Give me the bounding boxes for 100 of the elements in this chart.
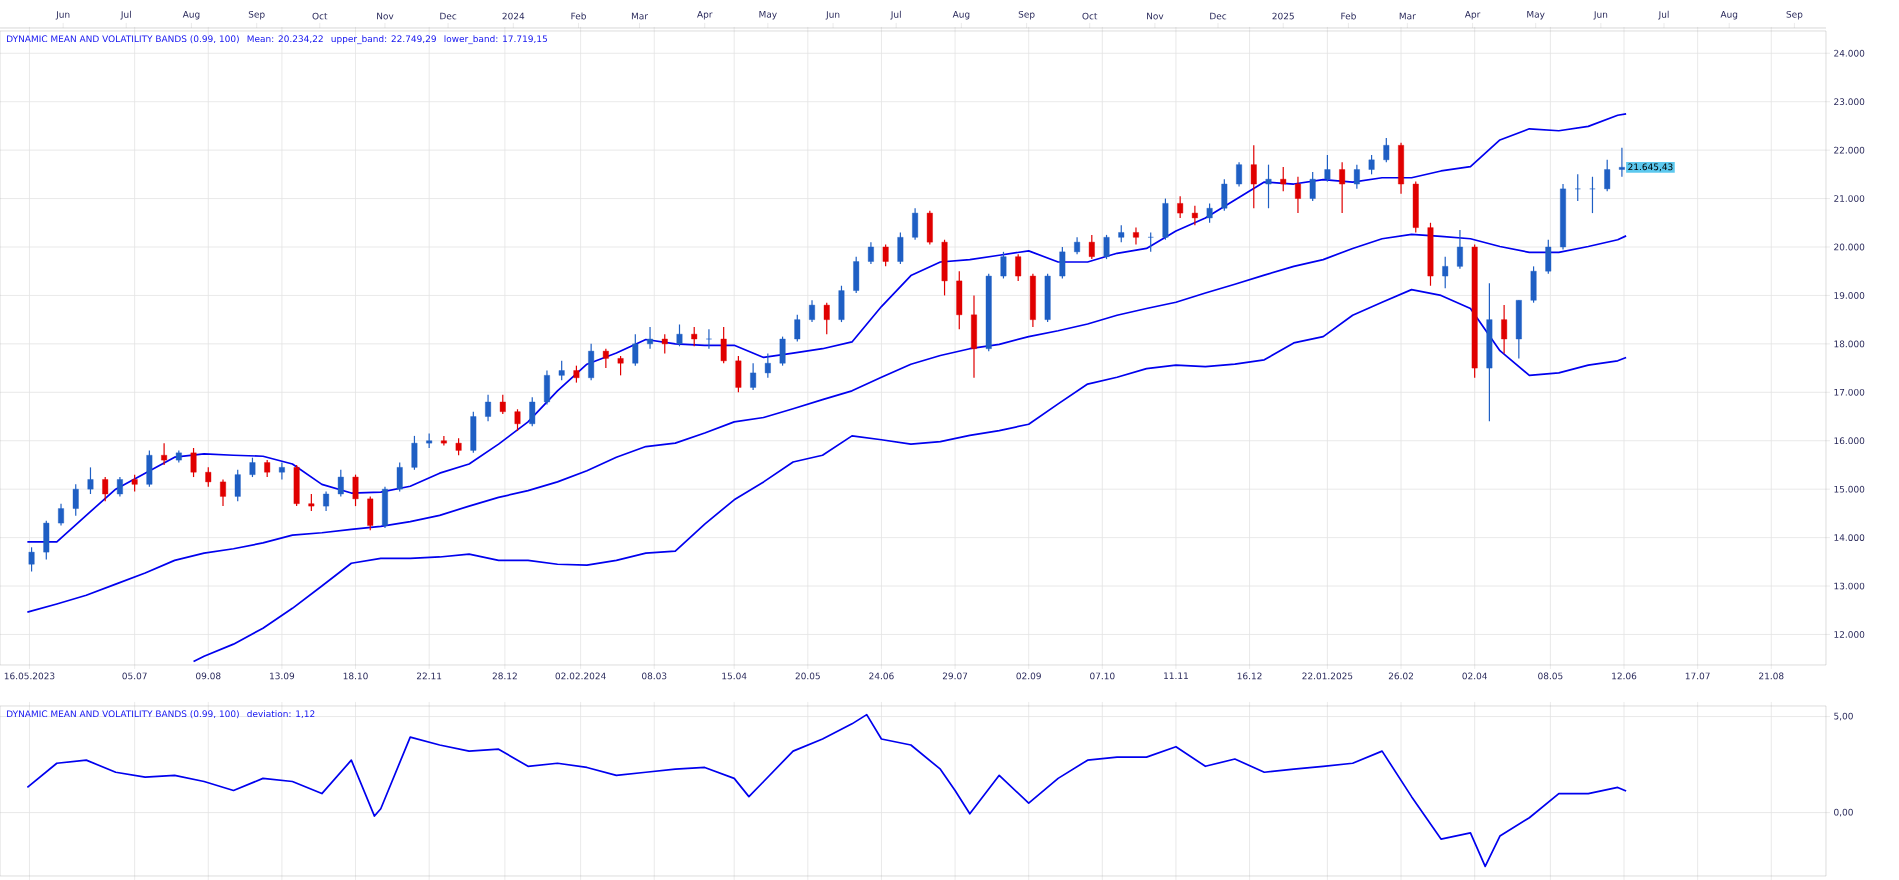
y-tick-label: 15.000 [1834, 485, 1865, 493]
candlestick [882, 243, 889, 267]
candlestick [809, 299, 815, 323]
x-tick-label: 20.05 [795, 672, 820, 680]
candlestick [396, 461, 403, 493]
candlestick [1177, 195, 1184, 219]
candlestick [323, 490, 330, 512]
x2-tick-label: May [759, 11, 777, 20]
chart-title: DYNAMIC MEAN AND VOLATILITY BANDS (0.99, 100) [7, 35, 239, 44]
candlestick [28, 546, 35, 573]
x2-tick-label: Dec [1210, 12, 1227, 20]
y-tick-label: 14.000 [1834, 534, 1865, 541]
x-tick-label: 22.01.2025 [1302, 672, 1353, 680]
y-tick-label: 13.000 [1834, 582, 1865, 590]
x-tick-label: 24.06 [869, 672, 894, 680]
candlestick [558, 360, 565, 381]
y-tick-label: 23.000 [1834, 98, 1865, 106]
candlestick [1000, 251, 1007, 280]
chart-title: DYNAMIC MEAN AND VOLATILITY BANDS (0.99, 100) [7, 710, 239, 719]
x-tick-label: 09.08 [196, 672, 221, 680]
candlestick [1147, 231, 1154, 253]
candlestick [234, 469, 241, 502]
candlestick [794, 314, 801, 343]
y-tick-label: 20.000 [1834, 243, 1865, 251]
annotation: upper_band: 22.749,29 [331, 35, 436, 45]
line-series [26, 233, 1627, 614]
x-tick-label: 18.10 [343, 672, 368, 680]
x-tick-label: 22.11 [416, 672, 442, 680]
x2-tick-label: Jul [890, 10, 901, 20]
candlestick [1206, 202, 1213, 224]
candlestick [1442, 256, 1449, 289]
candlestick [220, 478, 226, 507]
x-tick-label: 17.07 [1685, 672, 1710, 680]
line-series [26, 112, 1627, 543]
x-tick-label: 02.09 [1016, 672, 1041, 680]
x2-tick-label: May [1527, 11, 1545, 20]
candlestick [1618, 147, 1625, 178]
x-tick-label: 28.12 [492, 672, 517, 680]
candlestick [1265, 164, 1272, 209]
candlestick [602, 348, 609, 369]
candlestick [676, 323, 683, 347]
candlestick [529, 396, 536, 427]
x-tick-label: 02.04 [1462, 672, 1487, 680]
x2-tick-label: 2024 [502, 12, 525, 20]
candlestick [58, 503, 64, 527]
y-tick-label: 19.000 [1834, 292, 1865, 299]
candlestick [1088, 234, 1095, 260]
x2-tick-label: Jun [825, 11, 840, 20]
candlestick [205, 466, 212, 488]
x-tick-label: 08.03 [642, 672, 667, 680]
annotation: Mean: 20.234,22 [247, 35, 323, 44]
x-tick-label: 26.02 [1388, 672, 1413, 680]
x2-tick-label: Nov [1147, 12, 1164, 20]
candlestick [823, 302, 830, 335]
candlestick [514, 408, 521, 432]
x-tick-label: 21.08 [1759, 672, 1784, 680]
x2-tick-label: Aug [952, 11, 970, 20]
candlestick [691, 326, 698, 347]
candlestick [1339, 161, 1346, 214]
candlestick [190, 447, 197, 478]
x2-tick-label: Oct [312, 12, 328, 20]
candlestick [1103, 234, 1110, 260]
candlestick [661, 333, 668, 355]
x-tick-label: 05.07 [122, 672, 147, 680]
x-tick-label: 07.10 [1090, 672, 1115, 680]
candlestick [1309, 171, 1316, 202]
x-tick-label: 02.02.2024 [555, 672, 606, 680]
x-tick-label: 15.04 [722, 672, 747, 680]
x2-tick-label: Aug [1720, 11, 1738, 20]
x2-tick-label: Dec [440, 12, 457, 20]
x2-tick-label: Nov [377, 12, 394, 20]
candlestick [161, 442, 168, 466]
x-tick-label: 16.05.2023 [4, 672, 55, 680]
y-tick-label: 21.000 [1834, 195, 1865, 202]
candlestick [1015, 253, 1022, 282]
x2-tick-label: Jun [1593, 11, 1608, 20]
candlestick [1353, 164, 1360, 190]
candlestick [1295, 176, 1301, 214]
candlestick [1457, 229, 1463, 270]
candlestick [1574, 173, 1581, 202]
candlestick [632, 333, 639, 367]
candlestick [249, 457, 256, 478]
candlestick [440, 435, 447, 447]
x2-tick-label: Apr [1464, 11, 1481, 20]
candlestick [750, 362, 757, 391]
x-tick-label: 08.05 [1538, 672, 1563, 680]
candlestick [1236, 161, 1242, 188]
x2-tick-label: Aug [182, 11, 200, 20]
candlestick [1324, 154, 1331, 183]
candlestick [87, 466, 94, 495]
x2-tick-label: Jul [1658, 10, 1669, 20]
x-tick-label: 12.06 [1612, 672, 1637, 680]
candlestick [1191, 205, 1198, 226]
candlestick [1604, 159, 1611, 192]
x2-tick-label: Sep [1018, 10, 1035, 20]
candlestick [352, 474, 359, 507]
candlestick [720, 326, 727, 364]
candlestick [102, 476, 109, 502]
x2-tick-label: Feb [1341, 12, 1356, 20]
y-tick-label: 12.000 [1834, 631, 1865, 638]
